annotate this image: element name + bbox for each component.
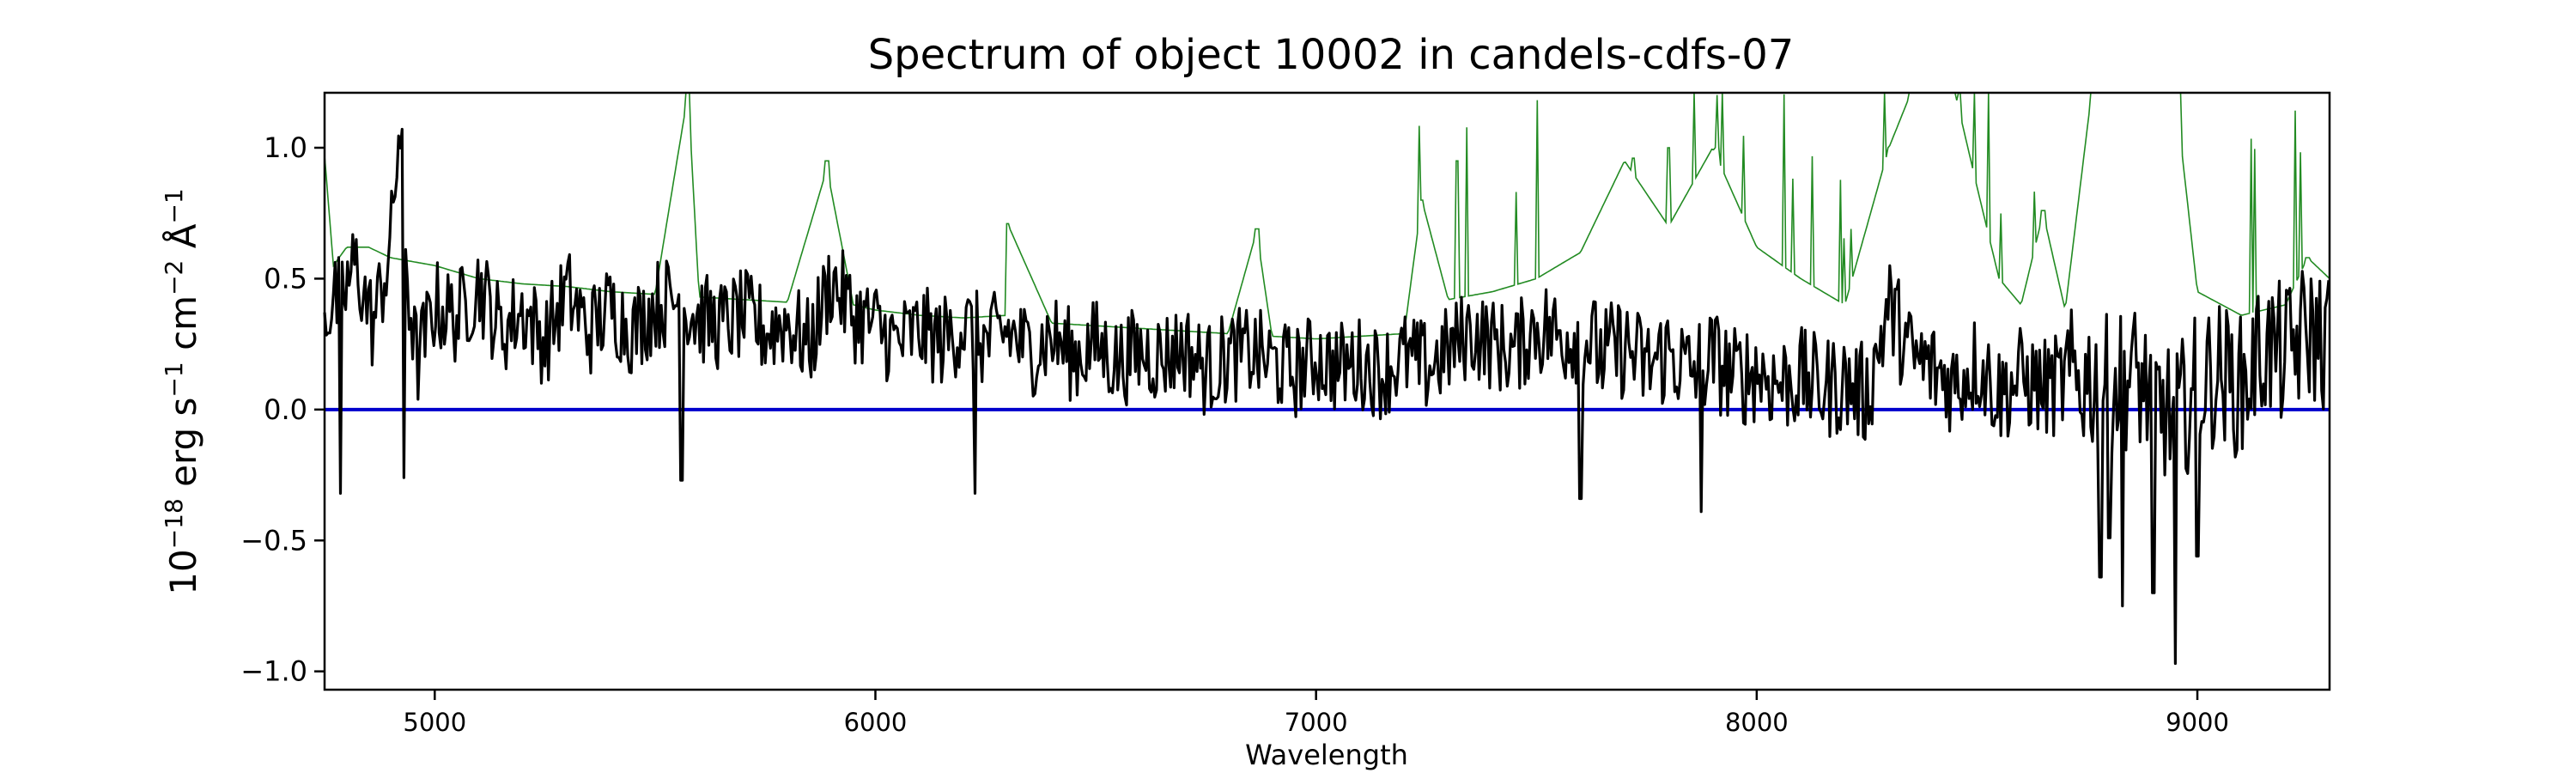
y-tick-label: 0.0: [264, 393, 307, 426]
x-tick-label: 9000: [2166, 708, 2229, 737]
x-axis: 5000 6000 7000 8000 9000: [403, 690, 2229, 737]
x-tick-label: 5000: [403, 708, 466, 737]
y-tick-label: −0.5: [240, 524, 307, 557]
y-axis-label: 10−18 erg s−1 cm−2 Å−1: [160, 188, 204, 594]
y-axis: 1.0 0.5 0.0 −0.5 −1.0: [240, 131, 325, 688]
series-group: [323, 92, 2330, 666]
y-tick-label: 1.0: [264, 131, 307, 164]
y-tick-label: −1.0: [240, 655, 307, 688]
plot-frame: [323, 91, 2331, 691]
plot-area: [323, 91, 2331, 691]
chart-title: Spectrum of object 10002 in candels-cdfs…: [868, 31, 1795, 79]
x-tick-label: 8000: [1725, 708, 1789, 737]
x-tick-label: 7000: [1285, 708, 1348, 737]
x-tick-label: 6000: [844, 708, 908, 737]
x-axis-label: Wavelength: [1245, 739, 1408, 771]
y-tick-label: 0.5: [264, 262, 307, 295]
flux-spectrum-line: [323, 127, 2330, 666]
